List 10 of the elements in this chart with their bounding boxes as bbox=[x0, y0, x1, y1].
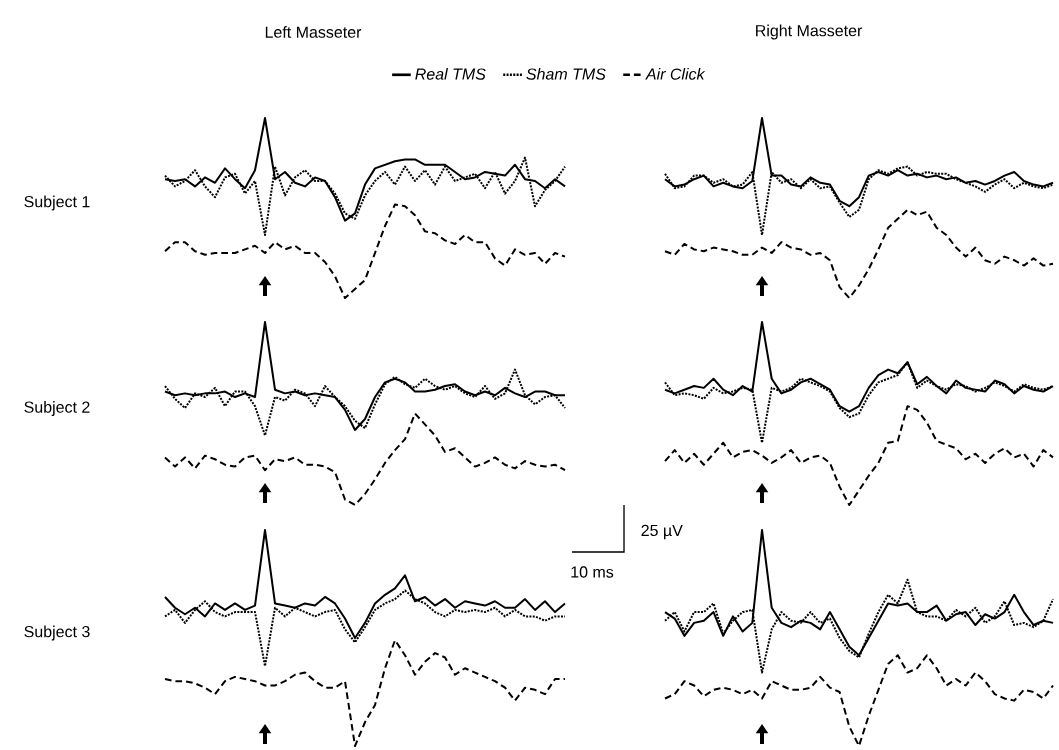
legend-label: Sham TMS bbox=[526, 68, 606, 80]
chart-title: Right Masseter bbox=[756, 24, 863, 40]
legend-label: Air Click bbox=[645, 68, 706, 80]
text: 10 ms bbox=[571, 566, 614, 578]
chart-title: Left Masseter bbox=[265, 26, 362, 38]
annotation: 25 µV bbox=[641, 524, 683, 540]
y-axis-title: Subject 2 bbox=[24, 401, 90, 416]
y-axis-title: Subject 3 bbox=[24, 625, 90, 641]
y-axis-title: Subject 1 bbox=[24, 195, 90, 211]
legend-label: Real TMS bbox=[415, 68, 486, 80]
